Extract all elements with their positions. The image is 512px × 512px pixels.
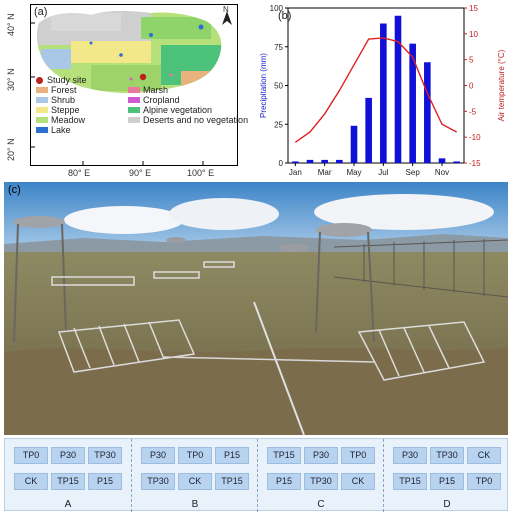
- precip-bar: [453, 161, 460, 163]
- panel-c-label: (c): [8, 184, 21, 196]
- plot-cell: TP0: [178, 447, 212, 464]
- precip-bar: [380, 23, 387, 163]
- legend-marsh: Marsh: [128, 85, 168, 95]
- right-tick-label: 0: [469, 82, 474, 91]
- plot-frame: [287, 7, 465, 164]
- right-axis-title: Air temperature (°C): [497, 49, 506, 121]
- left-tick-label: 0: [279, 159, 284, 168]
- north-arrow-icon: [222, 11, 232, 25]
- block-a: TP0 P30 TP30 CK TP15 P15 A: [5, 439, 131, 512]
- study-site-marker: [139, 73, 147, 81]
- precip-bar: [409, 43, 416, 163]
- precip-bar: [365, 97, 372, 163]
- plot-cell: P15: [430, 473, 464, 490]
- plot-cell: TP0: [14, 447, 48, 464]
- block-label: C: [317, 499, 325, 510]
- plot-cell: P30: [304, 447, 338, 464]
- plot-cell: CK: [14, 473, 48, 490]
- precip-bar: [424, 62, 431, 163]
- x-tick-label: May: [346, 168, 361, 177]
- right-tick-label: -15: [469, 159, 481, 168]
- plot-cell: TP15: [51, 473, 85, 490]
- legend-alpine-vegetation: Alpine vegetation: [128, 105, 212, 115]
- plot-cell: P30: [393, 447, 427, 464]
- legend-study-site: Study site: [36, 75, 87, 85]
- plot-cell: TP30: [430, 447, 464, 464]
- legend-forest: Forest: [36, 85, 77, 95]
- field-photo-image: [4, 182, 508, 435]
- map-panel: (a) N 40° N 30° N 20° N 80° E 90° E 100°…: [2, 2, 248, 180]
- plot-cell: P30: [141, 447, 175, 464]
- lat-tick-40: 40° N: [6, 13, 16, 36]
- legend-steppe: Steppe: [36, 105, 80, 115]
- left-tick-label: 50: [274, 82, 283, 91]
- left-tick-label: 75: [274, 43, 283, 52]
- block-b: P30 TP0 P15 TP30 CK TP15 B: [131, 439, 257, 512]
- legend-shrub: Shrub: [36, 95, 75, 105]
- map-frame: [30, 4, 238, 166]
- plot-cell: P15: [88, 473, 122, 490]
- x-tick-label: Jan: [289, 168, 302, 177]
- legend-cropland: Cropland: [128, 95, 180, 105]
- precip-bar: [292, 161, 299, 163]
- precip-bar: [394, 15, 402, 163]
- plot-cell: TP30: [304, 473, 338, 490]
- plot-cell: CK: [178, 473, 212, 490]
- lon-tick-80: 80° E: [68, 168, 91, 178]
- x-tick-label: Jul: [378, 168, 388, 177]
- temperature-line: [294, 37, 457, 143]
- block-c: TP15 P30 TP0 P15 TP30 CK C: [257, 439, 383, 512]
- lon-tick-90: 90° E: [129, 168, 152, 178]
- north-label: N: [223, 5, 229, 14]
- precip-bar: [350, 125, 358, 163]
- legend-meadow: Meadow: [36, 115, 85, 125]
- experiment-panel: (c) TP0 P30 TP30 CK TP15 P15 A P30 TP0 P…: [0, 180, 512, 512]
- left-tick-label: 100: [270, 4, 284, 13]
- panel-b-label: (b): [278, 10, 292, 22]
- plateau-map: [31, 11, 232, 165]
- right-tick-label: 10: [469, 30, 478, 39]
- right-tick-label: 15: [469, 4, 478, 13]
- right-tick-label: -10: [469, 133, 481, 142]
- x-tick-label: Nov: [435, 168, 449, 177]
- precip-bar: [306, 159, 314, 163]
- precip-bar: [336, 159, 343, 163]
- field-photo: [4, 182, 508, 435]
- block-label: A: [64, 499, 72, 510]
- climate-chart-panel: 0 25 50 75 100 -15 -10 -5 0 5 10 15 Jan Mar May Jul Sep N…: [258, 2, 510, 180]
- legend-deserts: Deserts and no vegetation: [128, 115, 248, 125]
- left-tick-label: 25: [274, 120, 283, 129]
- precip-bar: [438, 158, 446, 163]
- right-tick-label: -5: [469, 107, 477, 116]
- precip-bar: [321, 159, 328, 163]
- plot-layout: TP0 P30 TP30 CK TP15 P15 A P30 TP0 P15 T…: [4, 438, 509, 512]
- plot-cell: TP0: [467, 473, 501, 490]
- lon-tick-100: 100° E: [187, 168, 215, 178]
- plot-cell: TP0: [341, 447, 375, 464]
- right-tick-label: 5: [469, 56, 474, 65]
- x-tick-label: Mar: [318, 168, 332, 177]
- lat-tick-30: 30° N: [6, 68, 16, 91]
- plot-cell: P30: [51, 447, 85, 464]
- climate-chart: 0 25 50 75 100 -15 -10 -5 0 5 10 15 Jan Mar May Jul Sep N…: [259, 4, 506, 177]
- plot-cell: TP15: [267, 447, 301, 464]
- block-label: B: [191, 499, 199, 510]
- plot-cell: TP30: [141, 473, 175, 490]
- plot-cell: P15: [267, 473, 301, 490]
- plot-cell: P15: [215, 447, 249, 464]
- plot-cell: CK: [467, 447, 501, 464]
- block-label: D: [443, 499, 451, 510]
- panel-a-label: (a): [34, 6, 48, 18]
- plot-cell: TP30: [88, 447, 122, 464]
- lat-tick-20: 20° N: [6, 138, 16, 161]
- left-axis-title: Precipitation (mm): [259, 53, 268, 118]
- study-site-dot-icon: [36, 76, 43, 84]
- x-tick-label: Sep: [406, 168, 421, 177]
- block-d: P30 TP30 CK TP15 P15 TP0 D: [383, 439, 509, 512]
- legend-lake: Lake: [36, 125, 71, 135]
- plot-cell: TP15: [393, 473, 427, 490]
- plot-cell: CK: [341, 473, 375, 490]
- plot-cell: TP15: [215, 473, 249, 490]
